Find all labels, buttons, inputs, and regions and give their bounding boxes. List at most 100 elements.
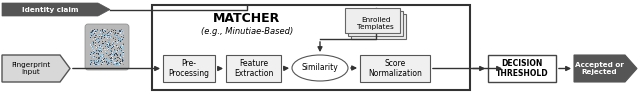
Point	[88, 60, 99, 61]
Point	[90, 38, 100, 39]
Point	[89, 43, 99, 44]
Point	[104, 46, 114, 48]
Point	[95, 53, 105, 55]
Point	[109, 32, 119, 34]
Point	[105, 33, 115, 34]
Point	[92, 45, 102, 47]
Point	[91, 47, 101, 48]
Point	[93, 50, 104, 51]
Point	[102, 52, 112, 54]
Point	[109, 41, 119, 42]
Point	[113, 63, 124, 65]
Point	[102, 43, 113, 45]
Point	[109, 58, 120, 59]
Point	[95, 40, 105, 42]
Point	[96, 54, 106, 56]
Point	[89, 62, 99, 63]
Point	[106, 60, 116, 61]
Point	[95, 56, 105, 58]
Point	[103, 34, 113, 36]
Point	[90, 30, 100, 32]
Point	[107, 53, 117, 54]
Point	[114, 58, 124, 60]
Point	[104, 44, 114, 46]
Point	[98, 47, 108, 49]
Point	[104, 44, 114, 45]
Point	[104, 36, 114, 38]
Point	[118, 39, 128, 40]
Point	[90, 42, 100, 43]
Point	[88, 59, 98, 61]
Point	[111, 29, 121, 31]
Point	[108, 44, 118, 45]
Point	[116, 33, 126, 34]
Point	[103, 48, 113, 50]
Point	[91, 60, 101, 61]
Point	[111, 52, 121, 54]
Point	[100, 49, 110, 50]
Point	[104, 48, 114, 50]
Point	[97, 44, 108, 45]
Point	[109, 64, 120, 66]
Point	[106, 38, 116, 39]
Point	[106, 57, 116, 58]
Point	[106, 29, 116, 30]
Text: Identity claim: Identity claim	[22, 7, 78, 13]
Point	[115, 44, 125, 46]
Point	[111, 58, 121, 60]
Point	[86, 51, 97, 53]
Point	[112, 61, 122, 62]
Point	[99, 35, 109, 36]
Point	[96, 56, 106, 57]
Point	[116, 54, 126, 55]
Point	[97, 63, 108, 65]
Point	[89, 29, 99, 30]
Point	[112, 32, 122, 34]
Point	[115, 47, 125, 49]
Point	[116, 33, 126, 35]
Point	[100, 43, 110, 44]
Point	[108, 64, 118, 65]
Point	[100, 36, 110, 38]
Point	[108, 47, 118, 48]
Point	[99, 38, 109, 39]
Point	[90, 28, 100, 30]
Point	[115, 40, 125, 41]
Point	[106, 57, 116, 59]
Text: MATCHER: MATCHER	[213, 13, 280, 25]
Point	[102, 38, 113, 39]
Point	[108, 56, 118, 57]
Point	[116, 60, 127, 61]
Point	[86, 45, 97, 46]
Point	[98, 61, 108, 63]
Point	[115, 62, 125, 64]
Point	[116, 60, 127, 62]
Point	[89, 54, 99, 56]
Point	[115, 62, 125, 63]
Point	[106, 48, 116, 50]
Point	[106, 50, 116, 52]
Point	[92, 44, 102, 46]
Point	[117, 38, 127, 39]
Point	[97, 32, 108, 34]
Point	[115, 56, 125, 57]
Point	[95, 49, 106, 51]
Point	[88, 48, 98, 49]
Point	[98, 47, 108, 49]
Point	[89, 52, 99, 54]
Point	[99, 63, 109, 65]
Point	[110, 49, 120, 51]
Point	[115, 57, 125, 58]
Point	[87, 51, 97, 53]
Point	[112, 62, 122, 64]
Point	[104, 42, 115, 44]
Point	[113, 59, 123, 61]
Point	[103, 42, 113, 44]
Point	[105, 45, 115, 46]
Point	[87, 59, 97, 61]
Point	[112, 62, 122, 64]
Text: Similarity: Similarity	[301, 63, 339, 72]
Point	[108, 28, 118, 30]
Point	[90, 41, 100, 42]
Point	[89, 36, 99, 38]
